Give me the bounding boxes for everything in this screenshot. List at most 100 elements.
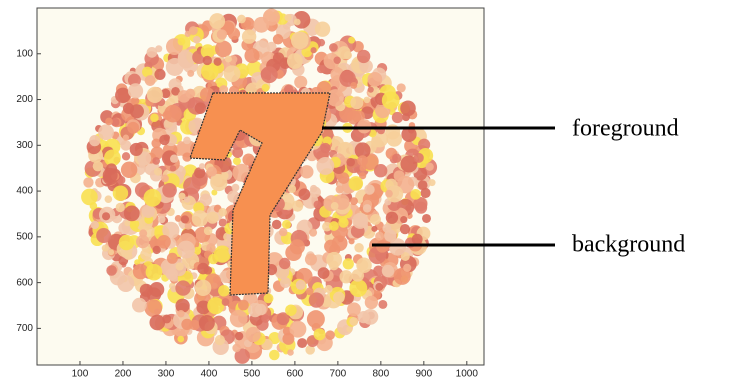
dot (127, 122, 139, 134)
dot (351, 269, 364, 282)
dot (213, 276, 220, 283)
dot (103, 168, 118, 183)
dot (364, 97, 371, 104)
dot (185, 31, 191, 37)
dot (261, 66, 278, 83)
dot (149, 315, 165, 331)
dot (218, 285, 230, 297)
x-tick-label: 500 (244, 369, 261, 380)
dot (152, 157, 160, 165)
dot (318, 39, 325, 46)
y-tick-label: 100 (16, 48, 33, 59)
dot (336, 185, 344, 193)
dot (392, 154, 401, 163)
dot (83, 177, 93, 187)
dot (119, 235, 135, 251)
dot (375, 232, 384, 241)
dot (296, 280, 306, 290)
dot (91, 221, 99, 229)
dot (420, 188, 430, 198)
page: foreground background 100200300400500600… (0, 0, 729, 381)
dot (102, 245, 109, 252)
dot (146, 264, 163, 281)
dot (347, 302, 361, 316)
dot (232, 344, 240, 352)
dot (147, 87, 163, 103)
x-tick-label: 100 (72, 369, 89, 380)
dot (89, 135, 100, 146)
dot (237, 15, 246, 24)
dot (284, 14, 291, 21)
dot (81, 189, 98, 206)
dot (350, 82, 357, 89)
dot (282, 220, 291, 229)
dot (204, 227, 213, 236)
dot (166, 268, 178, 280)
y-tick-label: 400 (16, 186, 33, 197)
dot (280, 277, 291, 288)
dot (310, 185, 317, 192)
y-tick-label: 700 (16, 323, 33, 334)
dot (294, 76, 307, 89)
dot (150, 113, 159, 122)
dot (145, 75, 156, 86)
dot (329, 43, 338, 52)
dot (309, 229, 317, 237)
dot (246, 327, 261, 342)
dot (317, 65, 325, 73)
dot (333, 292, 345, 304)
dot (183, 137, 191, 145)
x-tick-label: 300 (158, 369, 175, 380)
dot (140, 249, 151, 260)
dot (154, 168, 162, 176)
dot (122, 152, 130, 160)
dot (195, 102, 207, 114)
dot (392, 112, 403, 123)
dot (177, 336, 184, 343)
dot (184, 197, 190, 203)
dot (116, 203, 125, 212)
dot (285, 304, 297, 316)
dot (149, 282, 164, 297)
dot (282, 333, 294, 345)
dot (217, 29, 227, 39)
dot (326, 252, 342, 268)
dot (363, 204, 372, 213)
dot (315, 21, 330, 36)
dot (371, 226, 377, 232)
dot (164, 105, 182, 123)
dot (105, 118, 113, 126)
dot (242, 29, 256, 43)
dot (178, 38, 186, 46)
dot (428, 179, 435, 186)
dot (357, 50, 370, 63)
dot (215, 41, 232, 58)
dot (359, 165, 366, 172)
dot (279, 228, 287, 236)
dot (255, 304, 266, 315)
dot (415, 202, 427, 214)
dot (178, 51, 195, 68)
y-tick-label: 600 (16, 277, 33, 288)
dot (287, 349, 294, 356)
dot (325, 285, 333, 293)
x-tick-label: 200 (115, 369, 132, 380)
dot (177, 310, 184, 317)
dot (354, 243, 363, 252)
dot (386, 212, 398, 224)
dot (158, 215, 166, 223)
dot (264, 293, 274, 303)
dot (106, 265, 117, 276)
dot (374, 164, 387, 177)
dot (306, 287, 314, 295)
dot (287, 53, 303, 69)
dot (346, 326, 352, 332)
dot (130, 143, 143, 156)
dot (153, 246, 161, 254)
dot (305, 253, 317, 265)
dot (288, 185, 296, 193)
dot (197, 263, 209, 275)
dot (349, 279, 367, 297)
dot (348, 176, 363, 191)
dot (155, 45, 162, 52)
